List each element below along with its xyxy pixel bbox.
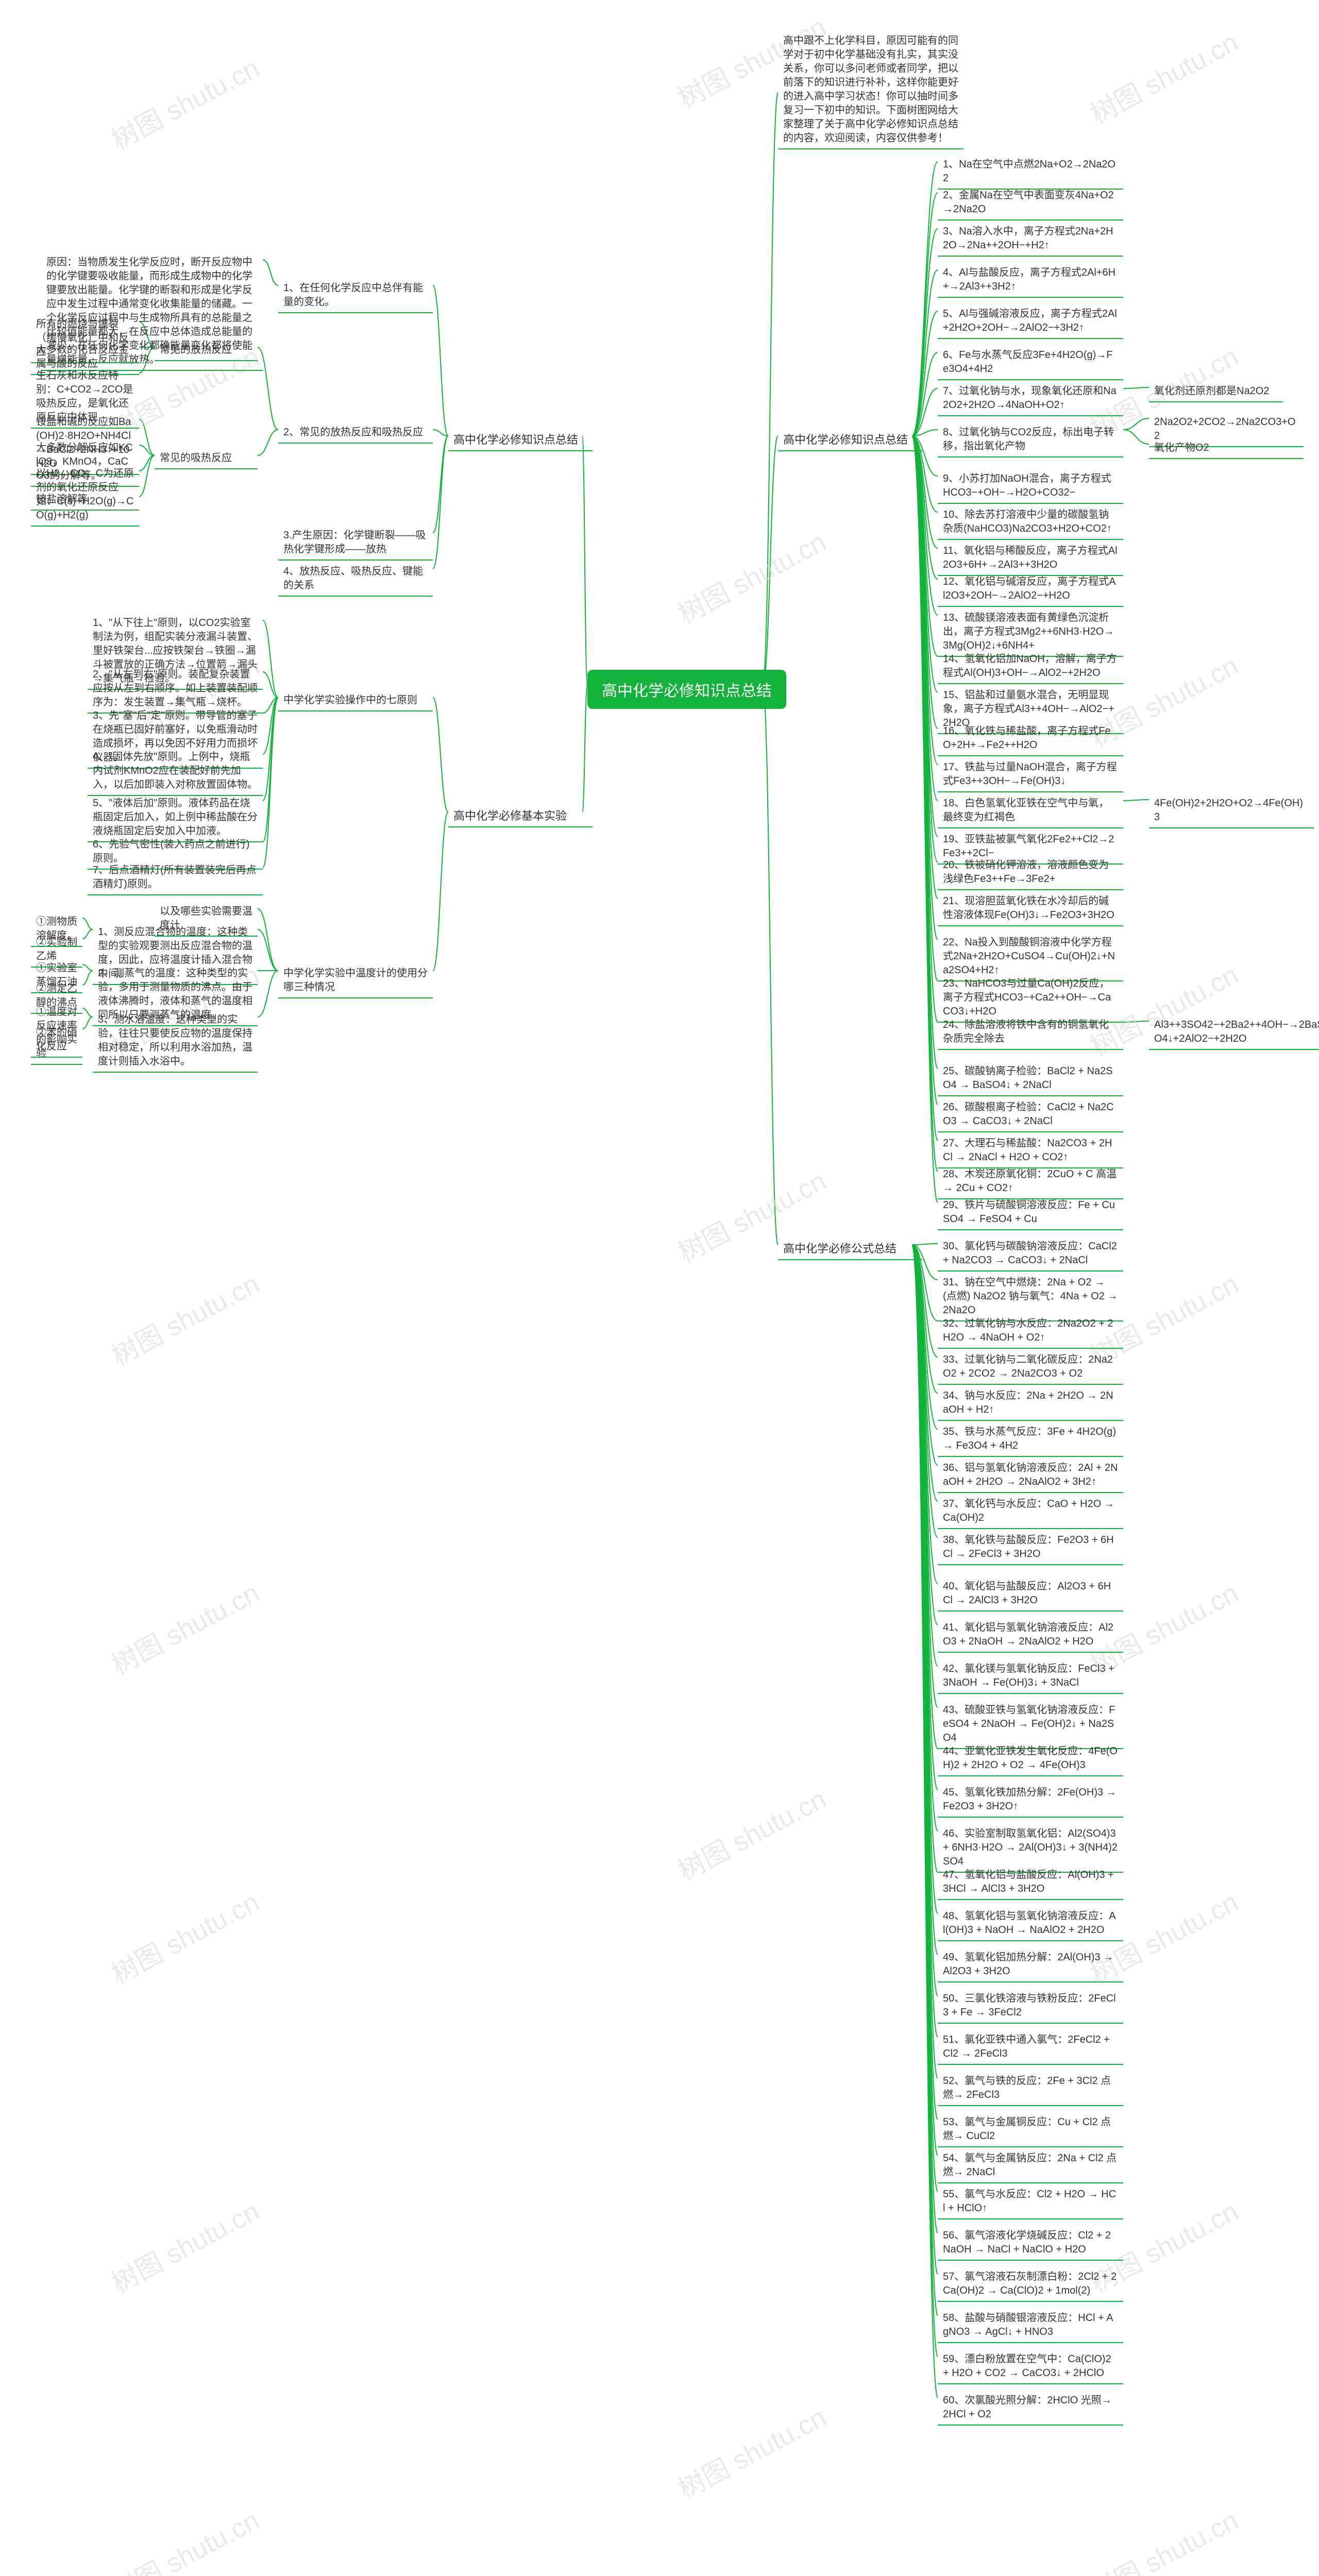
branch-L1: 高中化学必修知识点总结 [448, 428, 593, 451]
leaf-L1a: 1、在任何化学反应中总伴有能量的变化。 [278, 278, 433, 313]
leaf-r1_12: 12、氧化铝与碱溶反应，离子方程式Al2O3+2OH−→2AlO2−+H2O [938, 572, 1123, 607]
leaf-r1_6: 6、Fe与水蒸气反应3Fe+4H2O(g)→Fe3O4+4H2 [938, 345, 1123, 380]
leaf-r1_17: 17、铁盐与过量NaOH混合，离子方程式Fe3++3OH−→Fe(OH)3↓ [938, 757, 1123, 792]
leaf-L2b: 中学化学实验中温度计的使用分哪三种情况 [278, 963, 433, 998]
note-r1_8: 氧化产物O2 [1149, 438, 1304, 459]
leaf-r2_52: 52、氯气与铁的反应：2Fe + 3Cl2 点燃→ 2FeCl3 [938, 2071, 1123, 2106]
leaf-r2_44: 44、亚氧化亚铁发生氧化反应：4Fe(OH)2 + 2H2O + O2 → 4F… [938, 1741, 1123, 1776]
leaf-r1_29: 29、铁片与硫酸铜溶液反应：Fe + CuSO4 → FeSO4 + Cu [938, 1195, 1123, 1230]
leaf-r2_54: 54、氯气与金属钠反应：2Na + Cl2 点燃→ 2NaCl [938, 2148, 1123, 2183]
leaf-L1b: 2、常见的放热反应和吸热反应 [278, 422, 433, 444]
leaf-r2_39: 40、氧化铝与盐酸反应：Al2O3 + 6HCl → 2AlCl3 + 3H2O [938, 1577, 1123, 1612]
leaf-r1_21: 21、现溶胆蓝氧化铁在水冷却后的碱性溶液体现Fe(OH)3↓→Fe2O3+3H2… [938, 891, 1123, 926]
leaf-L2a4: 4、"固体先放"原则。上例中，烧瓶内试剂KMnO2应在装配好前先加入，以后加即装… [88, 747, 263, 796]
leaf-r1_14: 14、氢氧化铝加NaOH，溶解，离子方程式Al(OH)3+OH−→AlO2−+2… [938, 649, 1123, 684]
leaf-r1_7: 7、过氧化钠与水，现象氧化还原和Na2O2+2H2O→4NaOH+O2↑ [938, 381, 1123, 416]
leaf-r2_59: 59、漂白粉放置在空气中：Ca(ClO)2 + H2O + CO2 → CaCO… [938, 2349, 1123, 2384]
leaf-r2_60: 60、次氯酸光照分解：2HClO 光照→ 2HCl + O2 [938, 2391, 1123, 2426]
leaf-r1_26: 26、碳酸根离子检验：CaCl2 + Na2CO3 → CaCO3↓ + 2Na… [938, 1097, 1123, 1132]
leaf-r1_20: 20、铁被硝化钾溶液，溶液颜色变为浅绿色Fe3++Fe→3Fe2+ [938, 855, 1123, 890]
leaf-r2_35: 35、铁与水蒸气反应：3Fe + 4H2O(g) → Fe3O4 + 4H2 [938, 1422, 1123, 1457]
leaf-L1c: 3.产生原因：化学键断裂——吸热化学键形成——放热 [278, 526, 433, 561]
mindmap-canvas: 树图 shutu.cn树图 shutu.cn树图 shutu.cn树图 shut… [0, 0, 1319, 2576]
leaf-r2_53: 53、氯气与金属铜反应：Cu + Cl2 点燃→ CuCl2 [938, 2112, 1123, 2147]
leaf-r2_33: 33、过氧化钠与二氧化碳反应：2Na2O2 + 2CO2 → 2Na2CO3 +… [938, 1350, 1123, 1385]
leaf-r2_47: 47、氢氧化铝与盐酸反应：Al(OH)3 + 3HCl → AlCl3 + 3H… [938, 1865, 1123, 1900]
leaf-r1_3: 3、Na溶入水中，离子方程式2Na+2H2O→2Na++2OH−+H2↑ [938, 222, 1123, 257]
leaf-r1_2: 2、金属Na在空气中表面变灰4Na+O2→2Na2O [938, 185, 1123, 221]
leaf-L2a7: 7、后点酒精灯(所有装置装完后再点酒精灯)原则。 [88, 860, 263, 895]
note-L2b3: ②苯的硝化反应 [31, 1023, 82, 1058]
leaf-L1b2d: 铵盐溶解等 [31, 489, 139, 511]
leaf-r1_9: 9、小苏打加NaOH混合，离子方程式HCO3−+OH−→H2O+CO32− [938, 469, 1123, 504]
leaf-r2_30: 30、氯化钙与碳酸钠溶液反应：CaCl2 + Na2CO3 → CaCO3↓ +… [938, 1236, 1123, 1272]
leaf-r1_28: 28、木炭还原氧化铜：2CuO + C 高温→ 2Cu + CO2↑ [938, 1164, 1123, 1199]
leaf-r1_11: 11、氧化铝与稀酸反应，离子方程式Al2O3+6H+→2Al3++3H2O [938, 541, 1123, 576]
note-r1_7: 氧化剂还原剂都是Na2O2 [1149, 381, 1283, 402]
leaf-r1_18: 18、白色氢氧化亚铁在空气中与氧，最终变为红褐色 [938, 793, 1123, 828]
leaf-L1b2: 常见的吸热反应 [155, 448, 258, 469]
leaf-r2_49: 49、氢氧化铝加热分解：2Al(OH)3 → Al2O3 + 3H2O [938, 1947, 1123, 1982]
leaf-L1b1: 常见的放热反应 [155, 340, 258, 361]
branch-r1: 高中化学必修知识点总结 [778, 428, 922, 451]
leaf-r2_55: 55、氯气与水反应：Cl2 + H2O → HCl + HClO↑ [938, 2184, 1123, 2219]
leaf-r2_41: 41、氧化铝与氢氧化钠溶液反应：Al2O3 + 2NaOH → 2NaAlO2 … [938, 1618, 1123, 1653]
leaf-r2_58: 58、盐酸与硝酸银溶液反应：HCl + AgNO3 → AgCl↓ + HNO3 [938, 2308, 1123, 2343]
leaf-r2_42: 42、氯化镁与氢氧化钠反应：FeCl3 + 3NaOH → Fe(OH)3↓ +… [938, 1659, 1123, 1694]
leaf-r1_27: 27、大理石与稀盐酸：Na2CO3 + 2HCl → 2NaCl + H2O +… [938, 1133, 1123, 1168]
leaf-L1d: 4、放热反应、吸热反应、键能的关系 [278, 562, 433, 597]
leaf-r2_50: 50、三氯化铁溶液与铁粉反应：2FeCl3 + Fe → 3FeCl2 [938, 1989, 1123, 2024]
leaf-L2b3: 3、测水浴温度：这种类型的实验，往往只要使反应物的温度保持相对稳定，所以利用水浴… [93, 1010, 258, 1073]
leaf-r2_38: 38、氧化铁与盐酸反应：Fe2O3 + 6HCl → 2FeCl3 + 3H2O [938, 1530, 1123, 1565]
intro-text: 高中跟不上化学科目，原因可能有的同学对于初中化学基础没有扎实，其实没关系，你可以… [778, 31, 963, 149]
leaf-L2a: 中学化学实验操作中的七原则 [278, 690, 433, 711]
leaf-r1_10: 10、除去苏打溶液中少量的碳酸氢钠杂质(NaHCO3)Na2CO3+H2O+CO… [938, 505, 1123, 540]
leaf-r2_45: 45、氢氧化铁加热分解：2Fe(OH)3 →Fe2O3 + 3H2O↑ [938, 1783, 1123, 1818]
note-r1_24: Al3++3SO42−+2Ba2++4OH−→2BaSO4↓+2AlO2−+2H… [1149, 1015, 1319, 1050]
leaf-r2_56: 56、氯气溶液化学烧碱反应：Cl2 + 2NaOH → NaCl + NaClO… [938, 2226, 1123, 2261]
branch-L2: 高中化学必修基本实验 [448, 804, 593, 827]
leaf-r2_36: 36、铝与氢氧化钠溶液反应：2Al + 2NaOH + 2H2O → 2NaAl… [938, 1458, 1123, 1493]
center-node: 高中化学必修知识点总结 [587, 670, 786, 709]
leaf-r1_25: 25、碳酸钠离子检验：BaCl2 + Na2SO4 → BaSO4↓ + 2Na… [938, 1061, 1123, 1096]
leaf-r2_51: 51、氯化亚铁中通入氯气：2FeCl2 + Cl2 → 2FeCl3 [938, 2030, 1123, 2065]
branch-r2: 高中化学必修公式总结 [778, 1236, 922, 1260]
leaf-r2_34: 34、钠与水反应：2Na + 2H2O → 2NaOH + H2↑ [938, 1386, 1123, 1421]
leaf-r1_1: 1、Na在空气中点燃2Na+O2→2Na2O2 [938, 155, 1123, 190]
note-r1_18: 4Fe(OH)2+2H2O+O2→4Fe(OH)3 [1149, 793, 1314, 828]
leaf-r1_16: 16、氧化铁与稀盐酸，离子方程式FeO+2H+→Fe2++H2O [938, 721, 1123, 756]
leaf-r2_37: 37、氧化钙与水反应：CaO + H2O → Ca(OH)2 [938, 1494, 1123, 1529]
leaf-r1_4: 4、Al与盐酸反应，离子方程式2Al+6H+→2Al3++3H2↑ [938, 263, 1123, 298]
leaf-r1_24: 24、除盐溶液将铁中含有的铜氢氧化杂质完全除去 [938, 1015, 1123, 1050]
leaf-r2_48: 48、氢氧化铝与氢氧化钠溶液反应：Al(OH)3 + NaOH → NaAlO2… [938, 1906, 1123, 1941]
leaf-r1_8: 8、过氧化钠与CO2反应，标出电子转移，指出氧化产物 [938, 422, 1123, 457]
leaf-r2_32: 32、过氧化钠与水反应：2Na2O2 + 2H2O → 4NaOH + O2↑ [938, 1314, 1123, 1349]
leaf-r1_5: 5、Al与强碱溶液反应，离子方程式2Al+2H2O+2OH−→2AlO2−+3H… [938, 304, 1123, 339]
leaf-r2_57: 57、氯气溶液石灰制漂白粉：2Cl2 + 2Ca(OH)2 → Ca(ClO)2… [938, 2267, 1123, 2302]
